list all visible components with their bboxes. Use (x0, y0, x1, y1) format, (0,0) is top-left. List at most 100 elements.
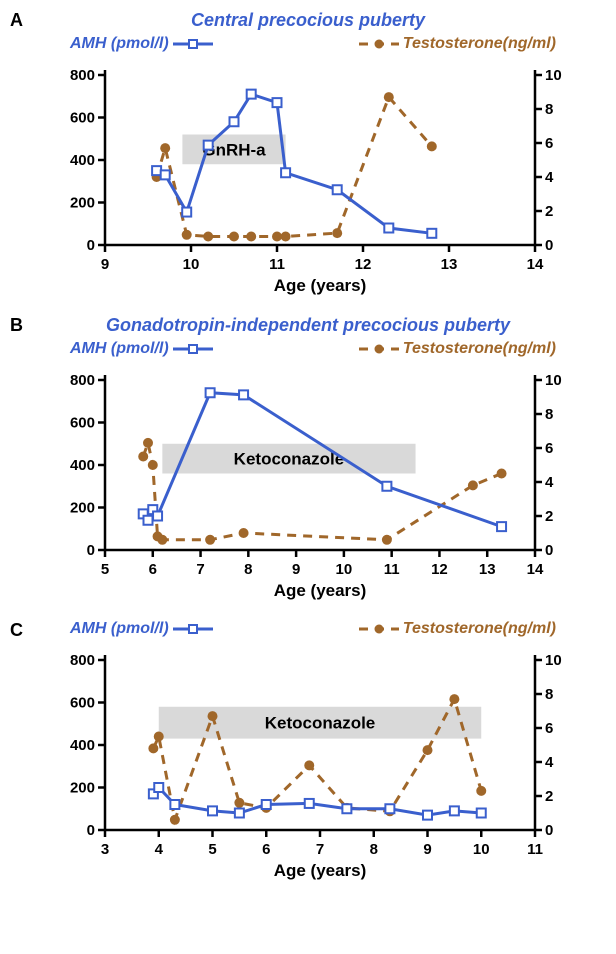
x-tick-label: 5 (208, 841, 216, 858)
amh-point (161, 170, 170, 179)
x-tick-label: 8 (244, 561, 252, 578)
y2-tick-label: 2 (545, 508, 553, 525)
y1-tick-label: 0 (87, 542, 95, 559)
panel-id-label: A (10, 10, 23, 31)
x-tick-label: 3 (101, 841, 109, 858)
x-tick-label: 9 (101, 256, 109, 273)
testosterone-point (281, 232, 291, 242)
legend-test: Testosterone(ng/ml) (355, 340, 556, 358)
y1-tick-label: 400 (70, 737, 95, 754)
y2-tick-label: 8 (545, 406, 553, 423)
testosterone-line (157, 97, 432, 236)
legend-test-label: Testosterone(ng/ml) (403, 620, 556, 638)
x-tick-label: 13 (441, 256, 458, 273)
amh-point (342, 804, 351, 813)
y1-tick-label: 200 (70, 500, 95, 517)
panel-id-label: C (10, 620, 23, 641)
amh-point (305, 799, 314, 808)
amh-point (384, 224, 393, 233)
x-tick-label: 12 (431, 561, 448, 578)
amh-point (239, 390, 248, 399)
testosterone-point (170, 815, 180, 825)
y2-tick-label: 2 (545, 203, 553, 220)
testosterone-point (382, 535, 392, 545)
testosterone-point (203, 232, 213, 242)
amh-point (204, 141, 213, 150)
legend-test-label: Testosterone(ng/ml) (403, 35, 556, 53)
amh-point (333, 185, 342, 194)
y2-tick-label: 6 (545, 720, 553, 737)
x-tick-label: 13 (479, 561, 496, 578)
x-tick-label: 8 (370, 841, 378, 858)
testosterone-point (138, 452, 148, 462)
amh-point (281, 168, 290, 177)
amh-point (144, 516, 153, 525)
x-tick-label: 14 (527, 256, 544, 273)
panel-title: Gonadotropin-independent precocious pube… (10, 315, 606, 336)
testosterone-point (160, 143, 170, 153)
y1-tick-label: 600 (70, 110, 95, 127)
testosterone-point (427, 141, 437, 151)
testosterone-point (468, 480, 478, 490)
x-tick-label: 4 (155, 841, 164, 858)
y2-tick-label: 2 (545, 788, 553, 805)
x-tick-label: 10 (183, 256, 200, 273)
x-tick-label: 14 (527, 561, 544, 578)
legend-amh-marker (173, 341, 213, 357)
legend-test-marker (359, 341, 399, 357)
chart-panel-C: CAMH (pmol/l)Testosterone(ng/ml)Ketocona… (10, 620, 606, 890)
testosterone-point (234, 798, 244, 808)
x-tick-label: 11 (384, 561, 400, 578)
y2-tick-label: 8 (545, 686, 553, 703)
x-tick-label: 5 (101, 561, 109, 578)
y1-tick-label: 400 (70, 152, 95, 169)
y2-tick-label: 10 (545, 372, 562, 389)
treatment-label: Ketoconazole (265, 714, 376, 733)
x-tick-label: 6 (149, 561, 157, 578)
chart-plot: Ketoconazole0200400600800024681034567891… (10, 640, 606, 890)
y2-tick-label: 10 (545, 67, 562, 84)
x-tick-label: 6 (262, 841, 270, 858)
x-axis-label: Age (years) (274, 581, 367, 600)
amh-point (497, 522, 506, 531)
testosterone-point (148, 460, 158, 470)
x-tick-label: 10 (336, 561, 353, 578)
legend-amh-label: AMH (pmol/l) (70, 340, 169, 358)
chart-panel-A: ACentral precocious puberty AMH (pmol/l) T… (10, 10, 606, 305)
testosterone-point (332, 228, 342, 238)
amh-point (385, 804, 394, 813)
x-tick-label: 11 (269, 256, 285, 273)
legend-amh: AMH (pmol/l) (70, 35, 217, 53)
x-tick-label: 10 (473, 841, 490, 858)
testosterone-point (182, 230, 192, 240)
y1-tick-label: 200 (70, 780, 95, 797)
testosterone-point (246, 232, 256, 242)
testosterone-point (229, 232, 239, 242)
amh-point (262, 800, 271, 809)
y2-tick-label: 10 (545, 652, 562, 669)
chart-legend: AMH (pmol/l) Testosterone(ng/ml) (10, 35, 606, 53)
chart-plot: GnRH-a0200400600800024681091011121314Age… (10, 55, 606, 305)
amh-point (427, 229, 436, 238)
testosterone-point (205, 535, 215, 545)
amh-point (382, 482, 391, 491)
amh-point (182, 208, 191, 217)
y2-tick-label: 0 (545, 822, 553, 839)
testosterone-point (449, 694, 459, 704)
y1-tick-label: 200 (70, 195, 95, 212)
y1-tick-label: 0 (87, 822, 95, 839)
y1-tick-label: 800 (70, 67, 95, 84)
testosterone-point (239, 528, 249, 538)
y2-tick-label: 0 (545, 237, 553, 254)
amh-point (230, 117, 239, 126)
x-axis-label: Age (years) (274, 861, 367, 880)
amh-point (423, 811, 432, 820)
chart-plot: Ketoconazole0200400600800024681056789101… (10, 360, 606, 610)
y2-tick-label: 8 (545, 101, 553, 118)
panel-title: Central precocious puberty (10, 10, 606, 31)
y2-tick-label: 6 (545, 440, 553, 457)
y1-tick-label: 600 (70, 695, 95, 712)
legend-test: Testosterone(ng/ml) (355, 35, 556, 53)
y1-tick-label: 600 (70, 415, 95, 432)
x-tick-label: 9 (292, 561, 300, 578)
